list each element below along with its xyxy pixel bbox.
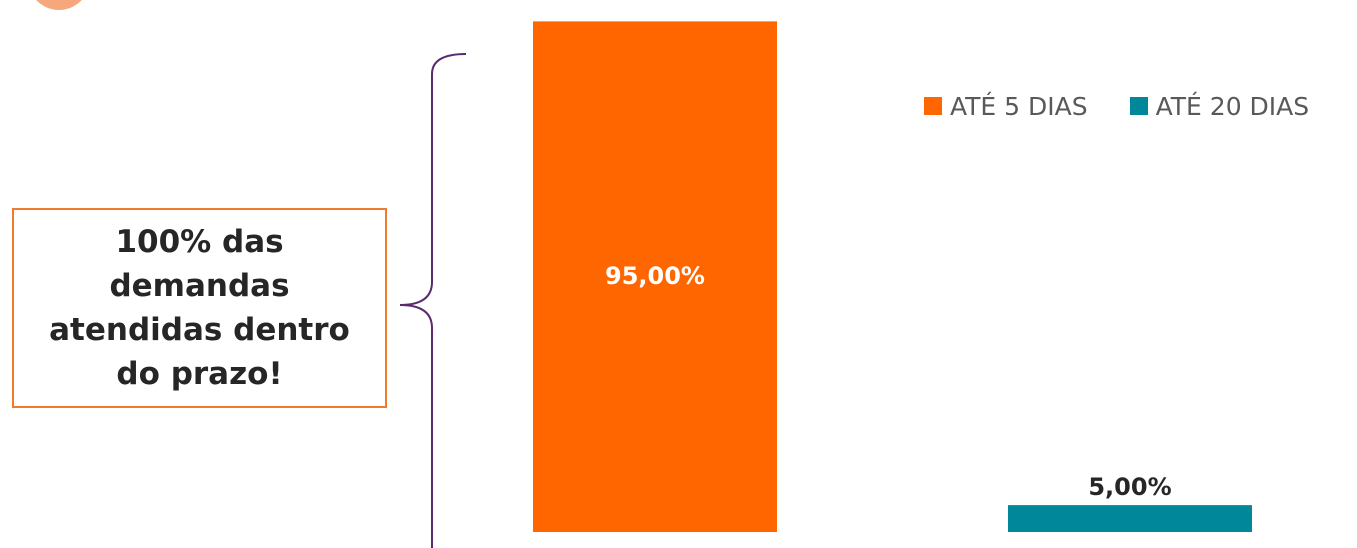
- legend-swatch-teal: [1129, 97, 1148, 115]
- legend-item-ate-5-dias: ATÉ 5 DIAS: [924, 92, 1088, 121]
- callout-text: 100% das demandas atendidas dentro do pr…: [49, 224, 350, 392]
- chart-legend: ATÉ 5 DIAS ATÉ 20 DIAS: [924, 86, 1309, 126]
- bars: 95,00% 5,00%: [533, 21, 1252, 532]
- decorative-circle: [28, 0, 90, 10]
- legend-swatch-orange: [924, 97, 942, 115]
- curly-brace: [399, 53, 467, 548]
- data-label-ate-5-dias: 95,00%: [605, 262, 705, 290]
- callout-box: 100% das demandas atendidas dentro do pr…: [12, 208, 387, 408]
- bar-ate-5-dias: [533, 21, 777, 532]
- legend-label: ATÉ 5 DIAS: [950, 91, 1088, 121]
- data-label-ate-20-dias: 5,00%: [1088, 473, 1171, 501]
- bar-ate-20-dias: [1008, 505, 1252, 532]
- legend-item-ate-20-dias: ATÉ 20 DIAS: [1129, 91, 1310, 121]
- legend-label: ATÉ 20 DIAS: [1155, 91, 1310, 121]
